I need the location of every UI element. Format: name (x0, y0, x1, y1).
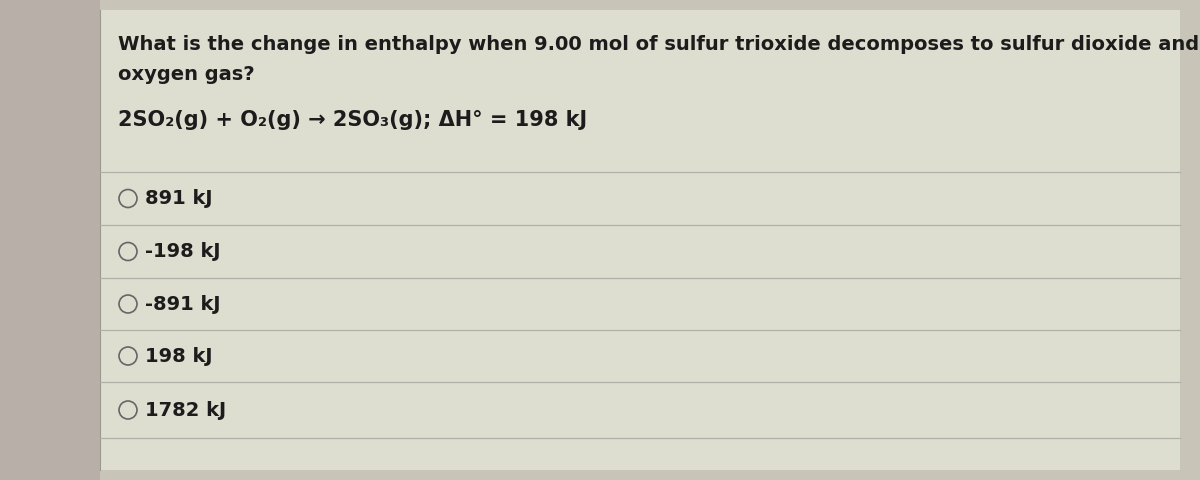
Text: 1782 kJ: 1782 kJ (145, 400, 226, 420)
Text: -891 kJ: -891 kJ (145, 295, 221, 313)
Text: oxygen gas?: oxygen gas? (118, 65, 254, 84)
Text: 891 kJ: 891 kJ (145, 189, 212, 208)
Text: -198 kJ: -198 kJ (145, 242, 221, 261)
Text: What is the change in enthalpy when 9.00 mol of sulfur trioxide decomposes to su: What is the change in enthalpy when 9.00… (118, 35, 1199, 54)
Text: 2SO₂(g) + O₂(g) → 2SO₃(g); ΔH° = 198 kJ: 2SO₂(g) + O₂(g) → 2SO₃(g); ΔH° = 198 kJ (118, 110, 587, 130)
Bar (0, 0, 100, 480)
Text: 198 kJ: 198 kJ (145, 347, 212, 365)
